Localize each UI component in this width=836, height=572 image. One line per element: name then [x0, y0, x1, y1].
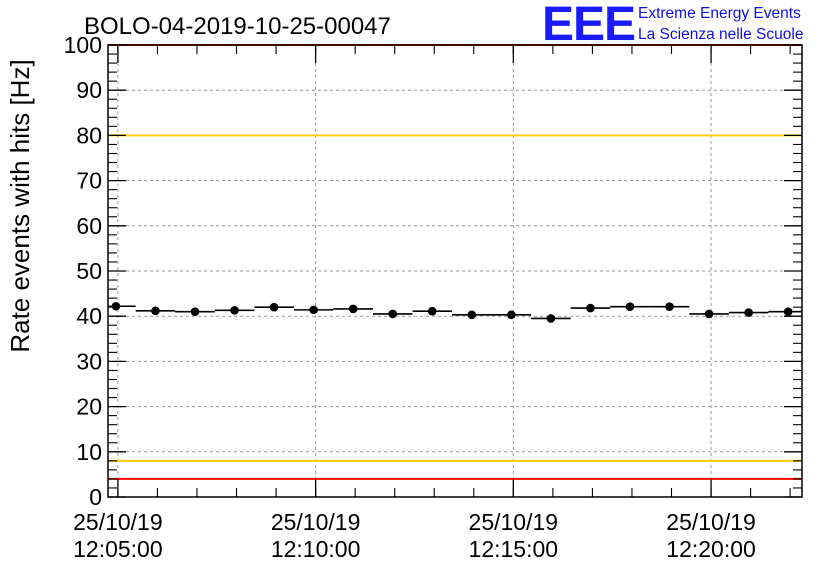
y-tick-label: 50: [76, 258, 102, 284]
data-point: [269, 302, 279, 312]
y-tick-label: 10: [76, 439, 102, 465]
data-point: [190, 307, 200, 316]
y-tick-label: 70: [76, 168, 102, 194]
x-tick-time: 12:15:00: [469, 536, 559, 562]
data-point: [665, 302, 674, 312]
data-point: [744, 308, 753, 317]
y-tick-label: 0: [89, 484, 102, 510]
y-tick-label: 20: [76, 394, 102, 420]
data-point: [151, 306, 160, 316]
x-tick-date: 25/10/19: [271, 509, 361, 535]
y-tick-label: 40: [76, 303, 102, 329]
data-point: [427, 306, 437, 316]
data-point: [546, 314, 556, 323]
logo-line-1: Extreme Energy Events: [638, 5, 801, 22]
logo-letters: EEE: [542, 0, 635, 51]
data-points: [108, 301, 802, 323]
y-axis-label: Rate events with hits [Hz]: [5, 59, 35, 352]
data-point: [625, 302, 635, 312]
x-tick-date: 25/10/19: [666, 509, 756, 535]
y-axis: 0 10 20 30 40 50 60 70 80 90 100: [64, 32, 802, 510]
data-point: [230, 306, 239, 315]
y-tick-label: 60: [76, 213, 102, 239]
data-point: [348, 304, 358, 314]
x-tick-time: 12:10:00: [271, 536, 361, 562]
y-tick-label: 100: [64, 32, 102, 58]
x-tick-date: 25/10/19: [73, 509, 163, 535]
y-tick-label: 80: [76, 122, 102, 148]
data-point: [783, 307, 793, 316]
x-tick-date: 25/10/19: [469, 509, 559, 535]
data-point: [388, 309, 398, 319]
reference-lines: [108, 44, 802, 480]
eee-logo: EEE Extreme Energy Events La Scienza nel…: [542, 0, 803, 51]
x-axis: 25/10/1912:05:0025/10/1912:10:0025/10/19…: [73, 45, 791, 562]
logo-line-2: La Scienza nelle Scuole: [638, 26, 803, 43]
data-point: [309, 305, 318, 315]
data-point: [704, 309, 714, 319]
data-point: [467, 310, 477, 320]
data-point: [586, 303, 595, 313]
chart-title: BOLO-04-2019-10-25-00047: [84, 13, 391, 40]
data-point: [507, 310, 516, 320]
x-tick-time: 12:05:00: [73, 536, 163, 562]
data-point: [111, 301, 121, 311]
y-tick-label: 30: [76, 348, 102, 374]
x-tick-time: 12:20:00: [666, 536, 756, 562]
y-tick-label: 90: [76, 77, 102, 103]
grid: [108, 45, 802, 497]
